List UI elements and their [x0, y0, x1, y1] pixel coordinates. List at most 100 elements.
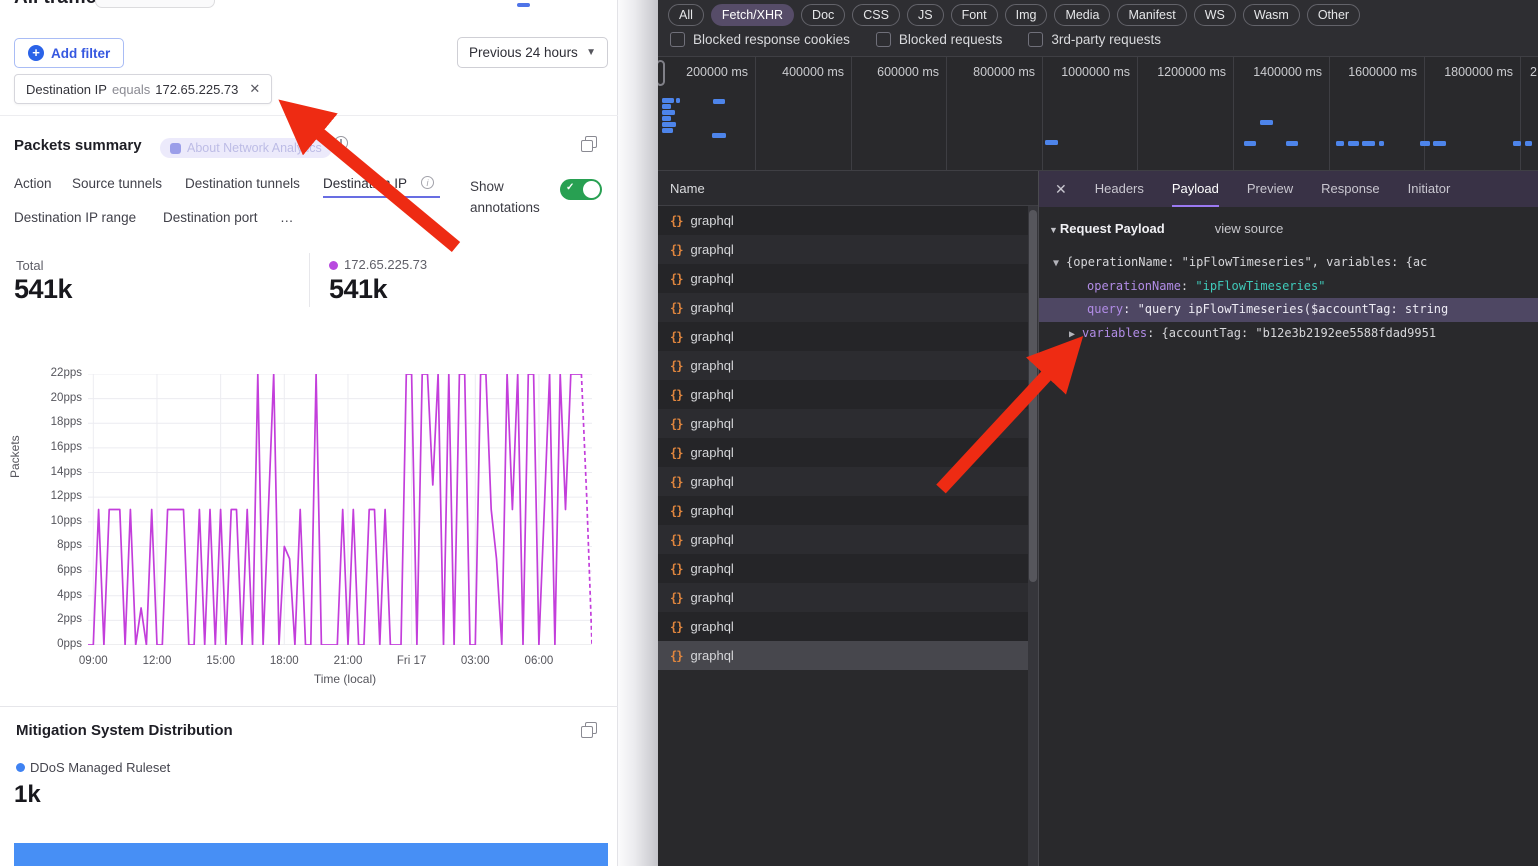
- request-type-filters: All Fetch/XHR Doc CSS JS Font Img Media Manifest…: [668, 4, 1361, 26]
- tab-destination-ip[interactable]: Destination IP: [323, 176, 408, 191]
- checkbox-3rd-party-requests[interactable]: 3rd-party requests: [1028, 32, 1161, 47]
- detail-tab-payload[interactable]: Payload: [1171, 171, 1219, 207]
- copy-icon[interactable]: [581, 136, 597, 152]
- request-row[interactable]: {} graphql: [658, 380, 1038, 409]
- request-timing-mark: [1433, 141, 1446, 146]
- request-detail-panel: ✕ Headers Payload Preview Response Initiator…: [1038, 171, 1538, 866]
- add-filter-button[interactable]: + Add filter: [14, 38, 125, 68]
- cut-off-link: [517, 3, 530, 7]
- detail-tab-initiator[interactable]: Initiator: [1407, 181, 1451, 196]
- request-name: graphql: [690, 503, 734, 518]
- time-range-value: Previous 24 hours: [469, 45, 578, 60]
- timeline-gridline: [1042, 57, 1043, 170]
- show-annotations-label: Show annotations: [470, 179, 540, 215]
- time-range-select[interactable]: Previous 24 hours ▼: [457, 37, 608, 68]
- request-row[interactable]: {} graphql: [658, 554, 1038, 583]
- scrollbar-thumb[interactable]: [1029, 210, 1037, 582]
- timeline-handle[interactable]: [658, 60, 665, 86]
- request-row[interactable]: {} graphql: [658, 525, 1038, 554]
- request-row[interactable]: {} graphql: [658, 235, 1038, 264]
- filter-pill-css[interactable]: CSS: [852, 4, 900, 26]
- checkbox-icon[interactable]: [1028, 32, 1044, 47]
- checkbox-icon[interactable]: [875, 32, 891, 47]
- stat-ip-label: 172.65.225.73: [344, 257, 428, 272]
- request-row[interactable]: {} graphql: [658, 612, 1038, 641]
- request-row[interactable]: {} graphql: [658, 264, 1038, 293]
- request-row[interactable]: {} graphql: [658, 583, 1038, 612]
- about-network-analytics-badge[interactable]: About Network Analytics: [160, 138, 332, 158]
- filter-chip[interactable]: Destination IP equals 172.65.225.73 ✕: [14, 74, 273, 104]
- mitigation-legend: DDoS Managed Ruleset: [30, 760, 171, 775]
- checkbox-blocked-requests[interactable]: Blocked requests: [875, 32, 1002, 47]
- request-row[interactable]: {} graphql: [658, 641, 1038, 670]
- checkbox-blocked-response-cookies[interactable]: Blocked response cookies: [670, 32, 850, 47]
- filter-pill-img[interactable]: Img: [1004, 4, 1048, 26]
- filter-pill-doc[interactable]: Doc: [801, 4, 846, 26]
- clock-icon[interactable]: [334, 136, 348, 150]
- request-row[interactable]: {} graphql: [658, 206, 1038, 235]
- filter-pill-wasm[interactable]: Wasm: [1242, 4, 1300, 26]
- stat-total-value: 541k: [14, 274, 73, 304]
- triangle-right-icon[interactable]: ▶: [1069, 328, 1076, 340]
- close-icon[interactable]: ✕: [1055, 180, 1067, 197]
- timeline-gridline: [946, 57, 947, 170]
- tab--[interactable]: …: [280, 210, 294, 225]
- close-icon[interactable]: ✕: [249, 81, 261, 96]
- filter-pill-other[interactable]: Other: [1306, 4, 1361, 26]
- tab-destination-ip-range[interactable]: Destination IP range: [14, 210, 137, 225]
- tab-destination-port[interactable]: Destination port: [163, 210, 258, 225]
- y-tick-label: 12pps: [50, 490, 82, 503]
- x-tick-label: 18:00: [269, 655, 299, 667]
- payload-variables-line[interactable]: ▶ variables: {accountTag: "b12e3b2192ee55…: [1069, 325, 1437, 340]
- filter-pill-font[interactable]: Font: [950, 4, 998, 26]
- detail-tab-response[interactable]: Response: [1321, 181, 1380, 196]
- request-row[interactable]: {} graphql: [658, 409, 1038, 438]
- detail-tab-preview[interactable]: Preview: [1246, 181, 1294, 196]
- timeline-gridline: [1233, 57, 1234, 170]
- view-source-link[interactable]: view source: [1214, 221, 1284, 236]
- request-row[interactable]: {} graphql: [658, 467, 1038, 496]
- payload-preview-line[interactable]: ▼ {operationName: "ipFlowTimeseries", var…: [1053, 255, 1428, 269]
- toggle-knob: [583, 181, 600, 198]
- request-payload-title[interactable]: ▼ Request Payload: [1049, 221, 1165, 236]
- network-overview-timeline[interactable]: 200000 ms 400000 ms 600000 ms 800000 ms 1000…: [658, 57, 1538, 171]
- timeline-tick-label: 200000 ms: [686, 65, 748, 79]
- timeline-gridline: [1424, 57, 1425, 170]
- request-row[interactable]: {} graphql: [658, 351, 1038, 380]
- request-list: {} graphql {} graphql {} graphql {} graphql {} gr…: [658, 206, 1038, 670]
- name-column-header[interactable]: Name: [658, 171, 1038, 206]
- request-timing-mark: [662, 104, 671, 109]
- tab-action[interactable]: Action: [14, 176, 52, 191]
- request-row[interactable]: {} graphql: [658, 322, 1038, 351]
- request-row[interactable]: {} graphql: [658, 496, 1038, 525]
- filter-pill-media[interactable]: Media: [1054, 4, 1111, 26]
- request-name: graphql: [690, 445, 734, 460]
- analytics-panel: All traffic + Add filter Previous 24 hou…: [0, 0, 618, 866]
- x-tick-label: 21:00: [333, 655, 363, 667]
- timeline-tick-label: 1600000 ms: [1348, 65, 1417, 79]
- copy-icon[interactable]: [581, 722, 597, 738]
- packets-timeseries-chart[interactable]: [88, 374, 592, 645]
- filter-pill-all[interactable]: All: [668, 4, 704, 26]
- request-name: graphql: [690, 619, 734, 634]
- request-row[interactable]: {} graphql: [658, 438, 1038, 467]
- tab-destination-tunnels[interactable]: Destination tunnels: [185, 176, 300, 191]
- x-tick-label: 15:00: [206, 655, 236, 667]
- timeline-gridline: [755, 57, 756, 170]
- selected-tab-underline: [323, 196, 440, 198]
- checkbox-icon[interactable]: [670, 32, 685, 47]
- filter-pill-manifest[interactable]: Manifest: [1117, 4, 1187, 26]
- filter-pill-fetch-xhr[interactable]: Fetch/XHR: [710, 4, 795, 26]
- filter-pill-ws[interactable]: WS: [1193, 4, 1236, 26]
- info-icon[interactable]: i: [421, 176, 434, 189]
- triangle-down-icon[interactable]: ▼: [1053, 258, 1060, 269]
- filter-pill-js[interactable]: JS: [906, 4, 944, 26]
- payload-operation-line[interactable]: operationName: "ipFlowTimeseries": [1087, 278, 1326, 293]
- cut-off-button[interactable]: [95, 0, 215, 8]
- y-tick-label: 22pps: [50, 367, 82, 379]
- tab-source-tunnels[interactable]: Source tunnels: [72, 176, 163, 191]
- request-row[interactable]: {} graphql: [658, 293, 1038, 322]
- payload-query-line[interactable]: query: "query ipFlowTimeseries($accountT…: [1039, 298, 1538, 322]
- detail-tab-headers[interactable]: Headers: [1094, 181, 1144, 196]
- annotations-toggle[interactable]: ✓: [560, 179, 602, 200]
